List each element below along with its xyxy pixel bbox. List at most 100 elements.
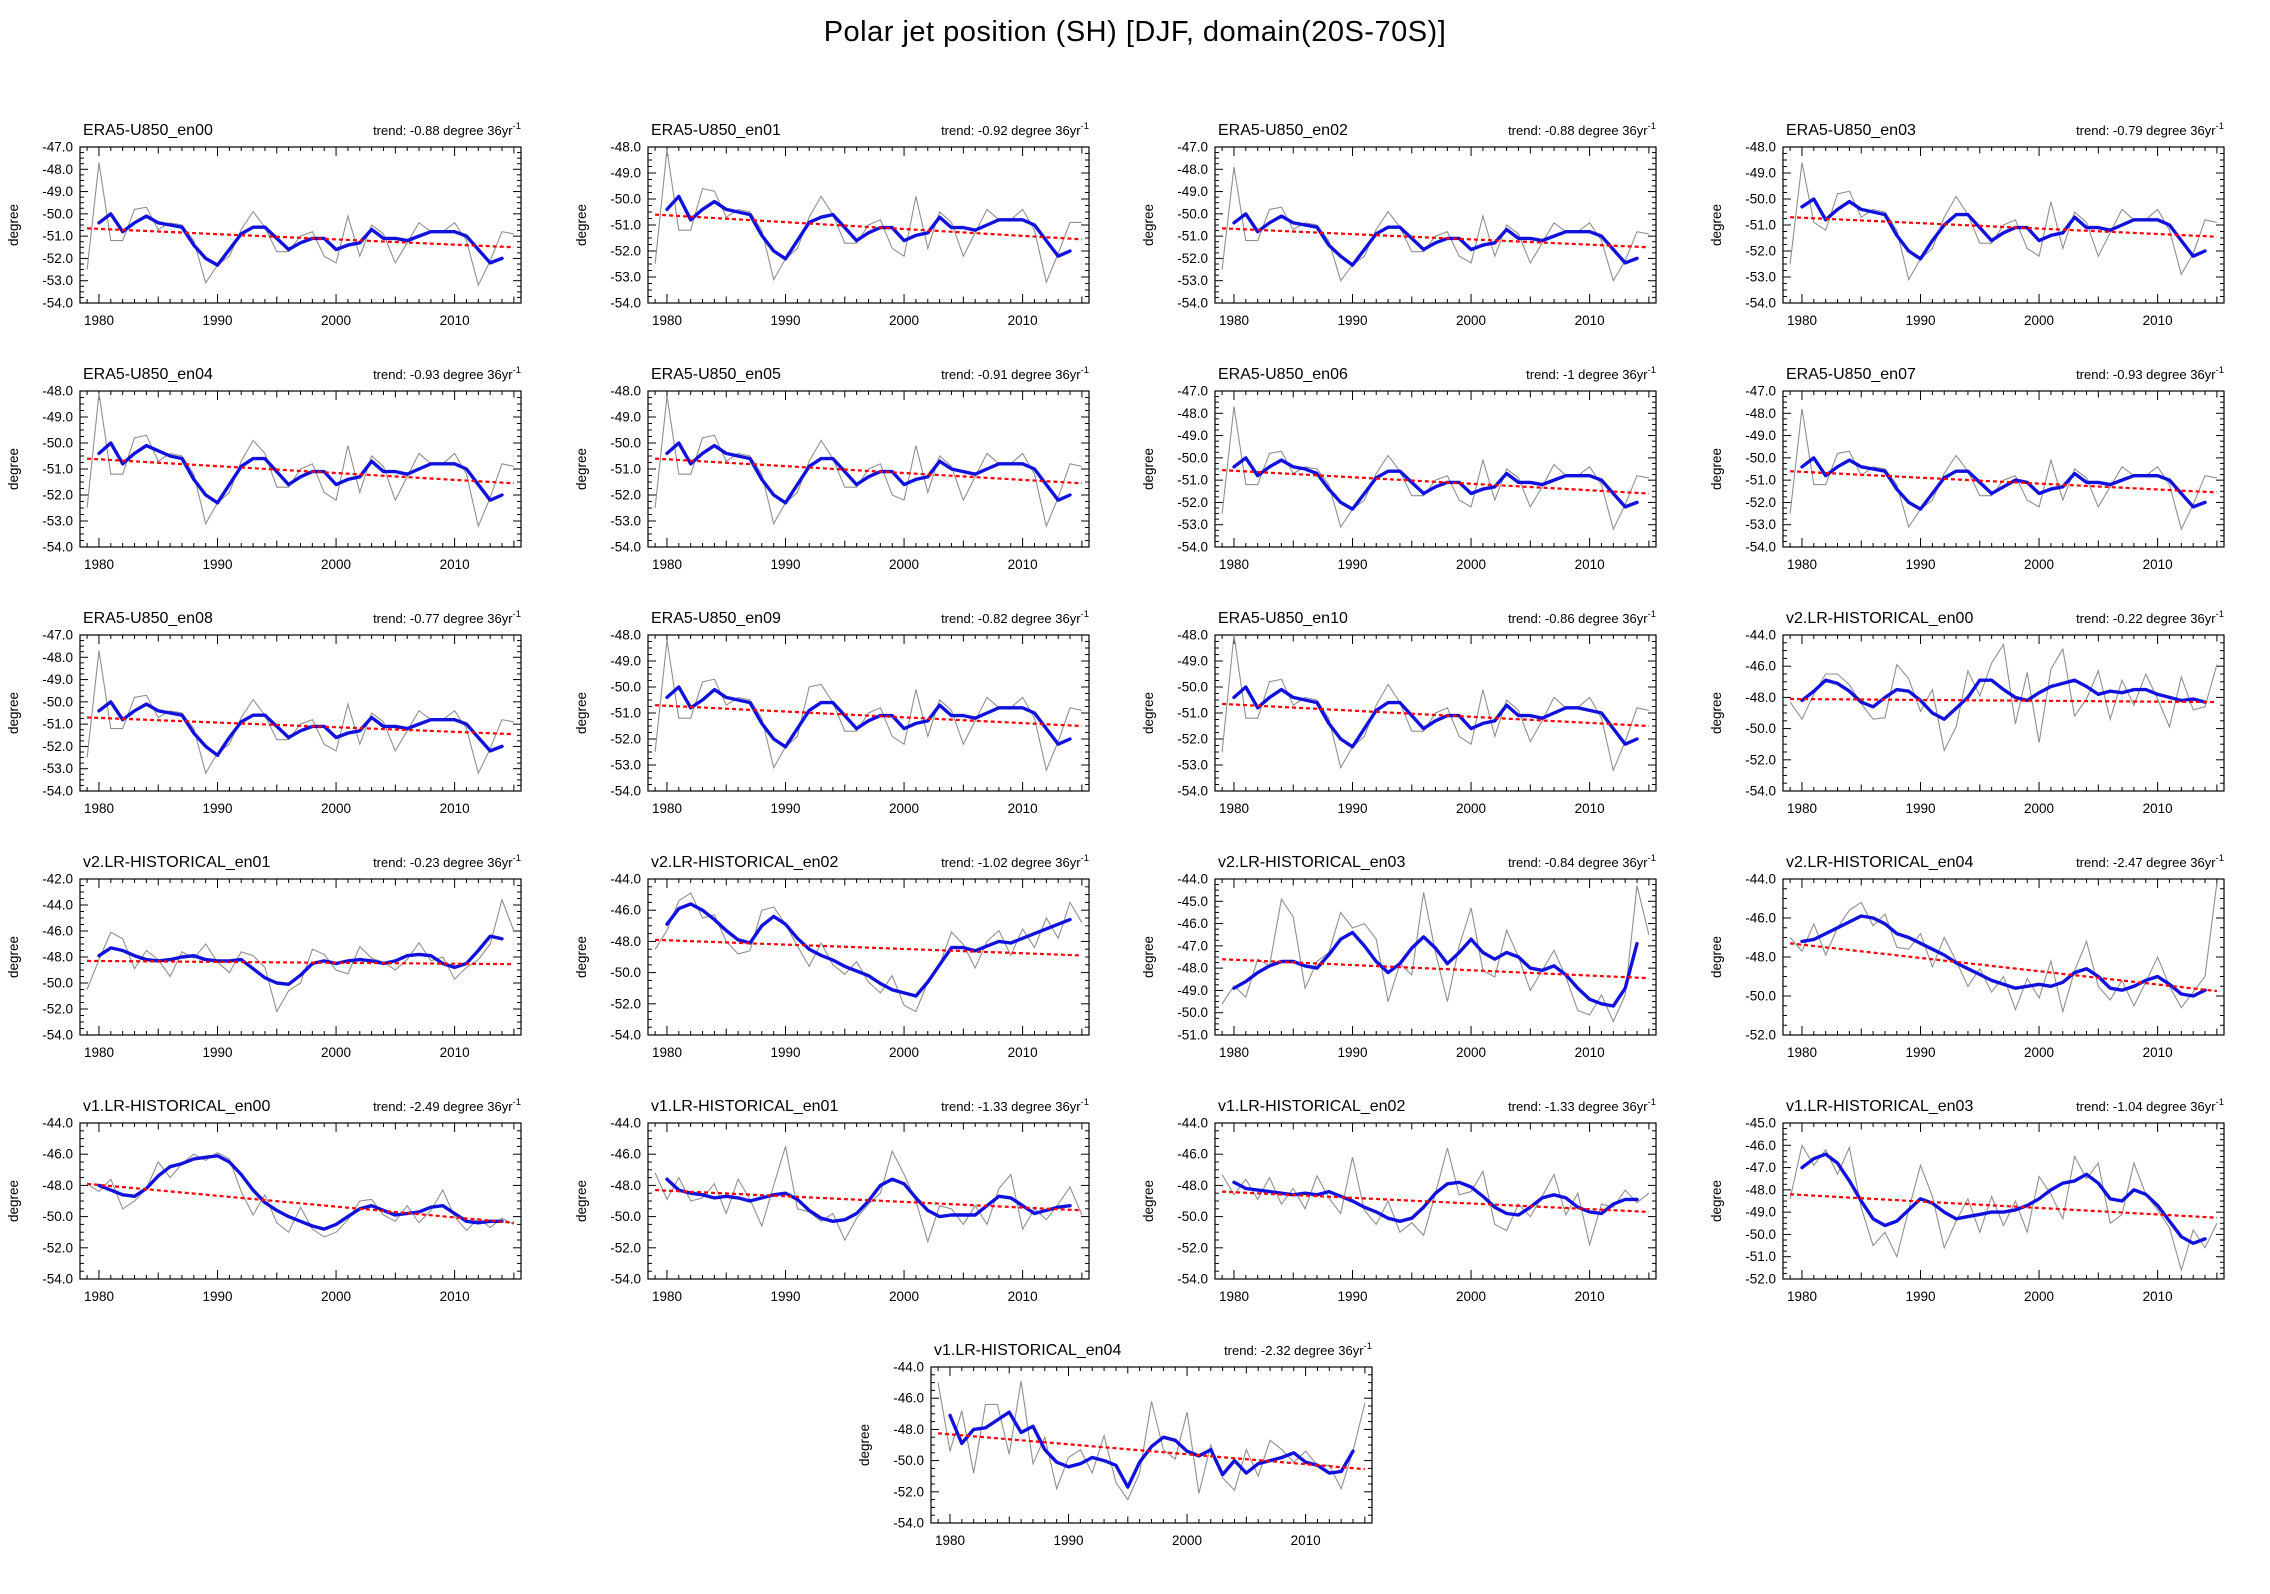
x-tick-label: 2010 [1007, 801, 1037, 816]
trend-line [1789, 1193, 2217, 1219]
x-tick-label: 1980 [1219, 1045, 1249, 1060]
y-tick-label: -53.0 [1177, 273, 1208, 288]
smoothed-series-line [948, 1410, 1355, 1489]
x-tick-label: 1980 [1219, 313, 1249, 328]
y-tick-label: -54.0 [1745, 540, 1776, 555]
x-tick-label: 2010 [2142, 801, 2172, 816]
x-tick-label: 1990 [1337, 1045, 1367, 1060]
y-tick-label: -54.0 [1177, 784, 1208, 799]
y-tick-label: -48.0 [610, 384, 641, 399]
smoothed-series-line [1799, 678, 2207, 721]
x-tick-label: 2000 [889, 1045, 919, 1060]
y-tick-label: -53.0 [42, 514, 73, 529]
y-tick-label: -47.0 [1177, 140, 1208, 155]
y-tick-label: -48.0 [1177, 1178, 1208, 1193]
x-tick-label: 2010 [1575, 557, 1605, 572]
chart-panel: v1.LR-HISTORICAL_en01 trend: -1.33 degree… [574, 1097, 1090, 1304]
y-tick-label: -48.0 [1177, 961, 1208, 976]
y-tick-label: -47.0 [1177, 384, 1208, 399]
y-tick-label: -50.0 [1177, 1005, 1208, 1020]
y-tick-label: -51.0 [1177, 473, 1208, 488]
trend-label: trend: -0.82 degree 36yr-1 [941, 609, 1089, 626]
y-axis-label: degree [574, 448, 589, 490]
chart-panel: v2.LR-HISTORICAL_en01 trend: -0.23 degree… [6, 853, 522, 1060]
y-tick-label: -52.0 [42, 1240, 73, 1255]
y-tick-label: -52.0 [1177, 732, 1208, 747]
y-tick-label: -49.0 [1745, 1205, 1776, 1220]
y-tick-label: -42.0 [42, 872, 73, 887]
y-tick-label: -54.0 [42, 1272, 73, 1287]
axis-ticks [647, 390, 1089, 548]
y-tick-label: -44.0 [1177, 1116, 1208, 1131]
y-tick-label: -54.0 [1745, 784, 1776, 799]
y-tick-label: -48.0 [1745, 690, 1776, 705]
raw-series-line [86, 162, 515, 287]
trend-line [87, 227, 514, 249]
y-tick-label: -48.0 [42, 1178, 73, 1193]
panel-title: ERA5-U850_en09 [651, 610, 781, 627]
x-tick-label: 1990 [770, 1045, 800, 1060]
axis-ticks [647, 634, 1089, 792]
y-tick-label: -50.0 [610, 1209, 641, 1224]
trend-label: trend: -2.32 degree 36yr-1 [1224, 1341, 1372, 1358]
x-tick-label: 2000 [321, 1045, 351, 1060]
y-axis-label: degree [1141, 692, 1156, 734]
trend-line [87, 1182, 514, 1224]
trend-line [87, 959, 514, 966]
x-tick-label: 2000 [1456, 557, 1486, 572]
trend-label: trend: -0.77 degree 36yr-1 [373, 609, 521, 626]
x-tick-label: 2010 [440, 313, 470, 328]
trend-line [1222, 958, 1649, 980]
y-tick-label: -53.0 [610, 758, 641, 773]
y-tick-label: -46.0 [893, 1391, 924, 1406]
chart-panel: v1.LR-HISTORICAL_en03 trend: -1.04 degree… [1709, 1097, 2225, 1304]
y-tick-label: -53.0 [42, 761, 73, 776]
x-tick-label: 1980 [1786, 801, 1816, 816]
trend-label: trend: -2.47 degree 36yr-1 [2076, 853, 2224, 870]
x-tick-label: 1980 [1786, 557, 1816, 572]
y-tick-label: -51.0 [610, 706, 641, 721]
y-tick-label: -51.0 [1745, 1249, 1776, 1264]
x-tick-label: 1990 [1905, 1289, 1935, 1304]
y-tick-label: -48.0 [42, 950, 73, 965]
x-tick-label: 1980 [84, 1289, 114, 1304]
axis-ticks [1215, 634, 1656, 792]
y-tick-label: -50.0 [610, 965, 641, 980]
y-tick-label: -47.0 [42, 628, 73, 643]
y-tick-label: -54.0 [610, 1028, 641, 1043]
x-tick-label: 1980 [651, 801, 681, 816]
y-tick-label: -51.0 [610, 462, 641, 477]
x-tick-label: 1980 [1786, 1289, 1816, 1304]
chart-panel: ERA5-U850_en07 trend: -0.93 degree 36yr-1… [1709, 365, 2225, 572]
y-tick-label: -50.0 [1177, 206, 1208, 221]
plot-frame [1214, 390, 1657, 548]
x-tick-label: 2010 [2142, 557, 2172, 572]
x-tick-label: 2010 [2142, 1289, 2172, 1304]
panel-title: ERA5-U850_en02 [1218, 122, 1348, 139]
y-tick-label: -52.0 [1745, 752, 1776, 767]
raw-series-line [654, 149, 1082, 285]
y-tick-label: -53.0 [610, 514, 641, 529]
y-tick-label: -54.0 [1177, 1272, 1208, 1287]
x-tick-label: 1990 [1905, 557, 1935, 572]
y-tick-label: -52.0 [1745, 495, 1776, 510]
x-tick-label: 1980 [84, 557, 114, 572]
y-tick-label: -54.0 [1177, 296, 1208, 311]
y-tick-label: -48.0 [1745, 1182, 1776, 1197]
chart-panel: v1.LR-HISTORICAL_en02 trend: -1.33 degree… [1141, 1097, 1657, 1304]
y-axis-label: degree [1141, 1180, 1156, 1222]
x-tick-label: 2010 [1007, 1045, 1037, 1060]
y-tick-label: -51.0 [1745, 473, 1776, 488]
y-axis-label: degree [1141, 936, 1156, 978]
x-tick-label: 2000 [2024, 1289, 2054, 1304]
x-tick-label: 2010 [440, 1289, 470, 1304]
y-tick-label: -47.0 [42, 140, 73, 155]
y-tick-label: -50.0 [1177, 1209, 1208, 1224]
y-tick-label: -52.0 [893, 1484, 924, 1499]
y-tick-label: -48.0 [610, 628, 641, 643]
y-tick-label: -47.0 [1745, 1160, 1776, 1175]
panel-title: v1.LR-HISTORICAL_en00 [83, 1098, 270, 1115]
y-tick-label: -52.0 [610, 244, 641, 259]
trend-label: trend: -1.04 degree 36yr-1 [2076, 1097, 2224, 1114]
trend-label: trend: -0.79 degree 36yr-1 [2076, 121, 2224, 138]
